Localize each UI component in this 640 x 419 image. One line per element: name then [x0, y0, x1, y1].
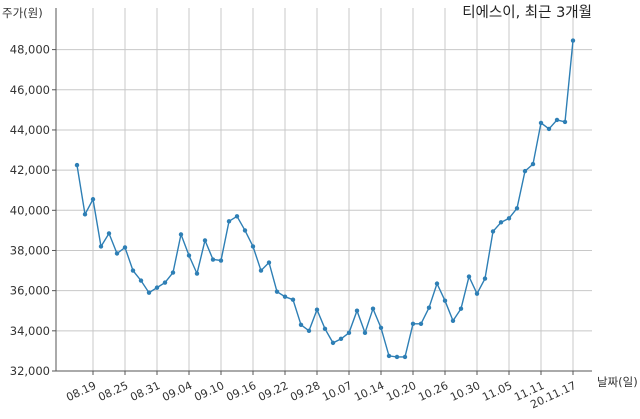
x-tick-label: 09.22 — [256, 379, 290, 404]
data-point — [490, 229, 496, 234]
x-tick-label: 08.31 — [128, 379, 162, 404]
data-point — [330, 340, 336, 346]
y-tick-label: 38,000 — [10, 243, 50, 257]
x-tick-labels: 08.1908.2508.3109.0409.1009.1609.2209.28… — [64, 379, 578, 411]
data-point — [218, 258, 224, 263]
x-tick-label: 10.30 — [448, 379, 482, 404]
x-axis-label: 날짜(일) — [597, 375, 638, 389]
data-point — [274, 289, 280, 294]
data-point — [98, 244, 104, 249]
data-point — [466, 274, 472, 279]
y-tick-labels: 32,000 34,000 36,000 38,000 40,000 42,000 44,0… — [10, 43, 50, 378]
y-tick-label: 48,000 — [10, 43, 50, 57]
x-tick-label: 10.26 — [416, 379, 450, 404]
data-point — [210, 257, 216, 262]
y-tick-label: 40,000 — [10, 203, 50, 217]
data-point — [146, 290, 152, 295]
data-point — [186, 253, 192, 258]
y-tick-label: 46,000 — [10, 83, 50, 97]
data-point — [242, 228, 248, 233]
data-point — [530, 161, 536, 167]
data-point — [522, 168, 528, 174]
data-point — [554, 117, 560, 123]
data-point — [410, 321, 416, 326]
price-line — [76, 40, 574, 358]
data-point — [394, 354, 400, 360]
data-point — [402, 354, 408, 360]
y-tick-label: 44,000 — [10, 123, 50, 137]
data-point — [162, 280, 168, 285]
data-point — [378, 325, 384, 331]
data-point — [482, 276, 488, 281]
data-point — [546, 126, 552, 132]
data-point — [226, 219, 232, 224]
data-point — [74, 162, 80, 168]
x-tick-label: 09.10 — [192, 379, 226, 404]
data-point — [562, 119, 568, 125]
vertical-gridlines — [92, 8, 574, 371]
price-series — [74, 38, 576, 360]
data-point — [450, 318, 456, 323]
data-point — [90, 197, 96, 202]
data-point — [386, 353, 392, 359]
data-point — [130, 268, 136, 273]
x-tick-label: 10.14 — [352, 379, 386, 404]
y-tick-label: 42,000 — [10, 163, 50, 177]
data-point — [282, 294, 288, 299]
data-point — [498, 220, 504, 225]
y-axis-label: 주가(원) — [2, 6, 43, 20]
data-point — [458, 306, 464, 311]
y-tick-label: 36,000 — [10, 284, 50, 298]
horizontal-gridlines — [56, 49, 592, 372]
x-tick-label: 10.07 — [320, 379, 354, 404]
data-point — [290, 297, 296, 302]
data-point — [418, 321, 424, 326]
x-tick-label: 09.28 — [288, 379, 322, 404]
x-tick-label: 10.20 — [384, 379, 418, 404]
data-point — [314, 307, 320, 312]
data-point — [178, 232, 184, 237]
data-point — [298, 322, 304, 327]
data-point — [138, 278, 144, 283]
data-point — [154, 285, 160, 290]
x-tick-label: 08.19 — [64, 379, 98, 404]
data-point — [258, 268, 264, 273]
y-tick-label: 34,000 — [10, 324, 50, 338]
data-point — [250, 244, 256, 249]
x-tick-label: 09.16 — [224, 379, 258, 404]
data-point — [106, 231, 112, 236]
data-point — [514, 206, 520, 211]
data-point — [506, 216, 512, 221]
data-point — [266, 260, 272, 265]
x-tick-label: 11.05 — [480, 379, 514, 404]
data-point — [234, 214, 240, 219]
data-point — [338, 336, 344, 342]
data-point — [570, 38, 576, 43]
data-point — [194, 271, 200, 276]
data-point — [82, 212, 88, 217]
x-tick-label: 09.04 — [160, 379, 194, 404]
data-point — [346, 330, 352, 336]
data-point — [122, 245, 128, 250]
y-tick-label: 32,000 — [10, 364, 50, 378]
axes — [52, 8, 592, 375]
data-point — [170, 270, 176, 275]
data-point — [322, 326, 328, 332]
data-point — [306, 328, 312, 334]
data-point — [370, 306, 376, 311]
data-point — [426, 305, 432, 310]
data-point — [362, 330, 368, 336]
x-tick-label: 08.25 — [96, 379, 130, 404]
data-point — [114, 251, 120, 256]
data-point — [474, 291, 480, 296]
chart-title: 티에스이, 최근 3개월 — [462, 4, 592, 21]
data-point — [442, 298, 448, 303]
data-point — [202, 238, 208, 243]
data-point — [354, 308, 360, 313]
data-point — [434, 281, 440, 286]
data-point — [538, 120, 544, 126]
